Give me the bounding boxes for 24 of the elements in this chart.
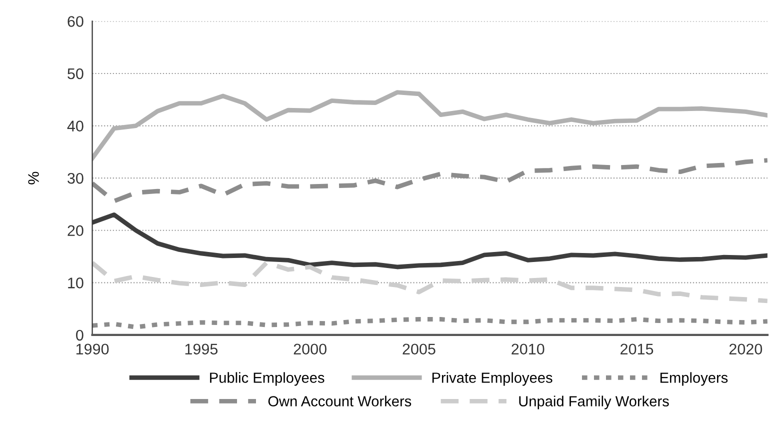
legend-label: Public Employees	[210, 372, 324, 386]
y-tick-label: 0	[76, 330, 84, 341]
x-tick-label: 2020	[729, 344, 762, 355]
y-tick-label: 50	[68, 68, 84, 80]
line-series	[92, 158, 768, 204]
y-tick-label: 20	[68, 225, 84, 236]
y-tick-label: 60	[68, 16, 84, 27]
x-tick-label: 1995	[185, 344, 218, 355]
x-tick-label: 2015	[620, 344, 654, 355]
line-series	[92, 260, 768, 304]
line-series	[92, 90, 768, 160]
x-tick-label: 2000	[294, 344, 326, 355]
x-tick-label: 2010	[512, 344, 544, 355]
legend-label: Private Employees	[432, 372, 552, 386]
y-tick-label: 10	[68, 278, 84, 288]
y-tick-label: 30	[68, 172, 84, 184]
x-tick-label: 2005	[402, 344, 436, 355]
y-axis-title: %	[28, 172, 39, 184]
legend-label: Own Account Workers	[268, 396, 412, 406]
legend-label: Employers	[660, 372, 728, 386]
legend-label: Unpaid Family Workers	[519, 396, 669, 410]
x-tick-label: 1990	[76, 344, 109, 355]
y-tick-label: 40	[67, 120, 84, 132]
line-series	[92, 317, 768, 330]
